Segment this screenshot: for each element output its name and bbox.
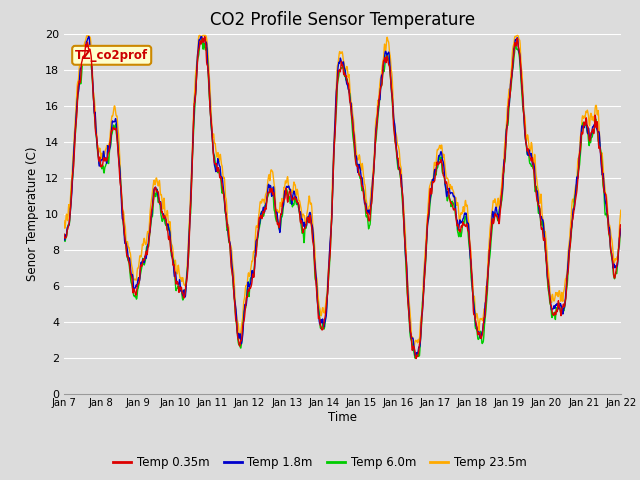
Title: CO2 Profile Sensor Temperature: CO2 Profile Sensor Temperature: [210, 11, 475, 29]
Y-axis label: Senor Temperature (C): Senor Temperature (C): [26, 146, 40, 281]
X-axis label: Time: Time: [328, 411, 357, 424]
Text: TZ_co2prof: TZ_co2prof: [75, 49, 148, 62]
Legend: Temp 0.35m, Temp 1.8m, Temp 6.0m, Temp 23.5m: Temp 0.35m, Temp 1.8m, Temp 6.0m, Temp 2…: [109, 452, 531, 474]
